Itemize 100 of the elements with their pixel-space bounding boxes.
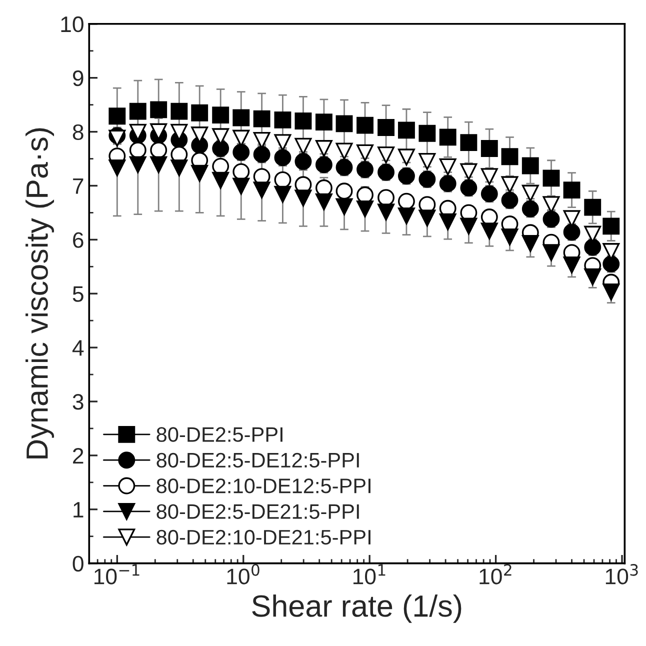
point: [356, 116, 374, 134]
point: [191, 104, 208, 122]
legend-label: 80-DE2:10-DE12:5-PPI: [156, 478, 370, 494]
point: [315, 193, 332, 210]
y-axis-title: Dynamic viscosity (Pa·s): [26, 128, 54, 458]
point: [212, 140, 230, 157]
y-tick-label: 10: [61, 16, 84, 32]
point: [336, 158, 353, 176]
x-axis-title: Shear rate (1/s): [252, 594, 462, 623]
y-tick-label: 7: [73, 178, 84, 194]
point: [460, 179, 478, 196]
point: [191, 164, 208, 182]
y-tick-label: 8: [72, 124, 84, 140]
legend-label: 80-DE2:5-DE12:5-PPI: [156, 452, 359, 468]
point: [232, 178, 250, 195]
y-tick-label: 5: [72, 286, 84, 302]
x-tick-label: 10$^{2}$: [480, 564, 512, 584]
point: [563, 256, 580, 274]
point: [253, 182, 270, 199]
legend-label: 80-DE2:10-DE21:5-PPI: [156, 530, 370, 545]
x-tick-label: 10$^{3}$: [606, 564, 638, 584]
point: [522, 157, 539, 174]
point: [356, 144, 374, 162]
point: [439, 213, 456, 230]
point: [378, 146, 394, 164]
point: [439, 175, 456, 192]
point: [274, 149, 292, 166]
y-tick-label: 2: [73, 448, 84, 464]
point: [315, 156, 332, 174]
point: [398, 207, 415, 224]
point: [129, 156, 146, 174]
point: [418, 210, 436, 227]
y-tick-label: 4: [72, 340, 84, 356]
y-tick-label: 3: [72, 394, 84, 410]
point: [356, 161, 374, 178]
point: [212, 106, 230, 124]
x-tick-label: 10$^{0}$: [227, 564, 260, 584]
point: [274, 134, 292, 152]
point: [480, 140, 498, 157]
point: [418, 152, 436, 170]
point: [129, 102, 146, 120]
point: [274, 186, 292, 203]
point: [542, 170, 560, 187]
point: [336, 198, 353, 216]
point: [150, 156, 168, 174]
point: [398, 122, 415, 139]
point: [460, 163, 478, 180]
point: [439, 128, 456, 146]
x-tick-label: 10$^{1}$: [353, 564, 386, 584]
point: [522, 184, 539, 202]
point: [356, 200, 374, 218]
point: [418, 124, 436, 142]
point: [460, 134, 478, 152]
point: [501, 192, 518, 209]
point: [336, 142, 353, 160]
point: [336, 115, 353, 132]
x-tick-label: 10$^{−1}$: [94, 564, 140, 584]
point: [480, 185, 498, 202]
y-tick-label: 0: [72, 556, 84, 572]
point: [336, 182, 353, 200]
point: [232, 144, 250, 161]
point: [501, 148, 518, 166]
point: [584, 238, 602, 256]
point: [294, 152, 312, 170]
y-tick-label: 1: [74, 502, 84, 518]
point: [108, 108, 126, 125]
point: [253, 146, 270, 163]
point: [170, 159, 188, 176]
point: [563, 182, 580, 199]
point: [378, 164, 394, 181]
point: [460, 218, 478, 235]
point: [501, 176, 518, 194]
point: [170, 102, 188, 120]
point: [274, 111, 292, 128]
point: [418, 170, 436, 188]
y-tick-label: 9: [72, 70, 84, 86]
point: [294, 190, 312, 207]
point: [253, 110, 270, 128]
point: [522, 200, 539, 218]
point: [212, 172, 230, 189]
point: [232, 109, 250, 126]
point: [294, 112, 312, 130]
legend-label: 80-DE2:5-DE21:5-PPI: [156, 504, 359, 519]
point: [378, 118, 394, 136]
point: [584, 268, 602, 286]
point: [542, 244, 560, 262]
point: [501, 228, 518, 246]
point: [294, 138, 312, 155]
point: [315, 114, 332, 131]
point: [480, 222, 498, 240]
y-tick-label: 6: [73, 232, 84, 248]
point: [150, 101, 168, 118]
point: [480, 168, 498, 186]
point: [108, 159, 126, 176]
point: [584, 198, 602, 216]
point: [522, 234, 539, 252]
legend-label: 80-DE2:5-PPI: [156, 427, 282, 442]
point: [398, 148, 415, 166]
point: [563, 224, 580, 241]
point: [315, 140, 332, 157]
